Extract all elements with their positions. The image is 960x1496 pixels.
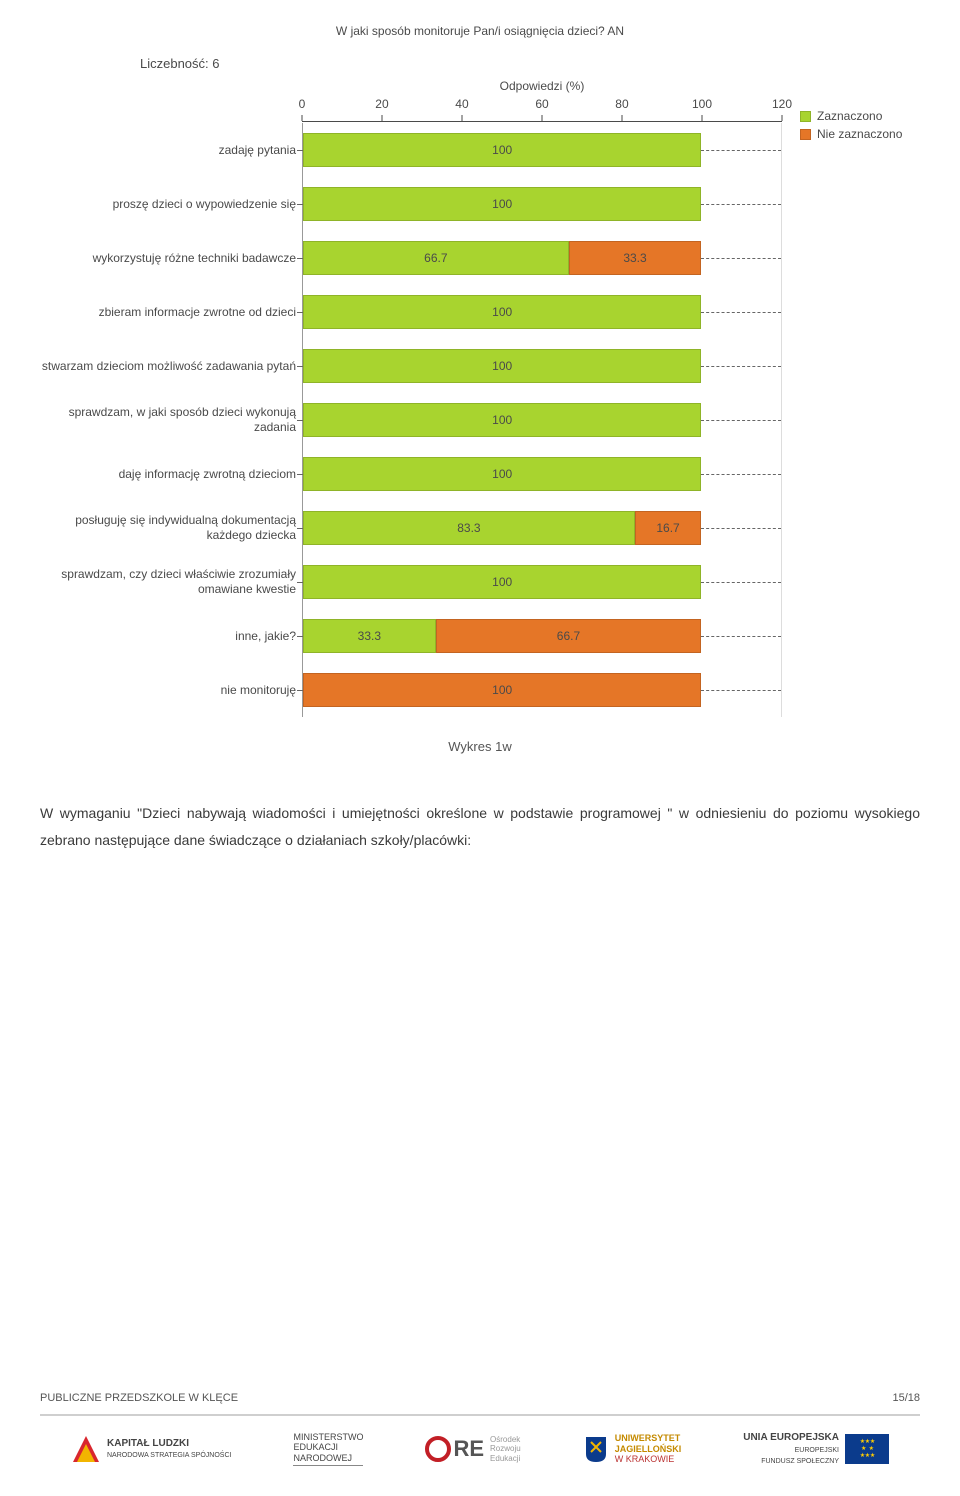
legend-swatch xyxy=(800,111,811,122)
logo-uj: UNIWERSYTETJAGIELLOŃSKIW KRAKOWIE xyxy=(583,1433,682,1464)
x-tick: 60 xyxy=(535,97,548,111)
category-label: sprawdzam, czy dzieci właściwie zrozumia… xyxy=(40,555,302,609)
legend-item: Zaznaczono xyxy=(800,109,940,123)
bar-segment: 100 xyxy=(303,187,701,221)
bar-segment: 100 xyxy=(303,673,701,707)
bar-segment: 100 xyxy=(303,295,701,329)
chart: zadaję pytaniaproszę dzieci o wypowiedze… xyxy=(40,79,920,717)
bar-row: 100 xyxy=(303,177,781,231)
category-label: wykorzystuję różne techniki badawcze xyxy=(40,231,302,285)
logo-men: MINISTERSTWOEDUKACJINARODOWEJ xyxy=(293,1432,363,1466)
category-label: stwarzam dzieciom możliwość zadawania py… xyxy=(40,339,302,393)
footer-page-number: 15/18 xyxy=(892,1392,920,1404)
bar-row: 100 xyxy=(303,285,781,339)
logo-kapital-ludzki: KAPITAŁ LUDZKINARODOWA STRATEGIA SPÓJNOŚ… xyxy=(71,1434,231,1464)
x-tick: 80 xyxy=(615,97,628,111)
bar-row: 100 xyxy=(303,447,781,501)
page-footer: PUBLICZNE PRZEDSZKOLE W KLĘCE 15/18 KAPI… xyxy=(40,1392,920,1496)
category-label: nie monitoruję xyxy=(40,663,302,717)
bar-segment: 100 xyxy=(303,403,701,437)
category-label: daję informację zwrotną dzieciom xyxy=(40,447,302,501)
bar-segment: 33.3 xyxy=(303,619,436,653)
category-labels: zadaję pytaniaproszę dzieci o wypowiedze… xyxy=(40,79,302,717)
legend: Zaznaczono Nie zaznaczono xyxy=(782,79,940,145)
bar-row: 100 xyxy=(303,339,781,393)
logo-ore: RE OśrodekRozwojuEdukacji xyxy=(425,1435,520,1463)
x-tick: 0 xyxy=(299,97,306,111)
x-tick: 40 xyxy=(455,97,468,111)
count-label: Liczebność: 6 xyxy=(140,56,920,71)
x-axis-ticks: 020406080100120 xyxy=(302,97,782,123)
bar-segment: 100 xyxy=(303,457,701,491)
plot: Odpowiedzi (%) 020406080100120 10010066.… xyxy=(302,79,782,717)
bar-row: 100 xyxy=(303,663,781,717)
bar-segment: 83.3 xyxy=(303,511,635,545)
category-label: inne, jakie? xyxy=(40,609,302,663)
bar-segment: 100 xyxy=(303,349,701,383)
bar-segment: 66.7 xyxy=(436,619,702,653)
bar-row: 100 xyxy=(303,393,781,447)
x-tick: 120 xyxy=(772,97,792,111)
body-paragraph: W wymaganiu "Dzieci nabywają wiadomości … xyxy=(40,800,920,853)
legend-label: Nie zaznaczono xyxy=(817,127,902,141)
bar-segment: 66.7 xyxy=(303,241,569,275)
x-axis-title: Odpowiedzi (%) xyxy=(302,79,782,93)
chart-caption: Wykres 1w xyxy=(40,739,920,754)
bar-segment: 100 xyxy=(303,565,701,599)
chart-title: W jaki sposób monitoruje Pan/i osiągnięc… xyxy=(40,24,920,38)
bar-row: 66.733.3 xyxy=(303,231,781,285)
legend-swatch xyxy=(800,129,811,140)
bar-segment: 16.7 xyxy=(635,511,702,545)
bar-row: 100 xyxy=(303,555,781,609)
x-tick: 100 xyxy=(692,97,712,111)
legend-label: Zaznaczono xyxy=(817,109,882,123)
bar-segment: 100 xyxy=(303,133,701,167)
footer-left: PUBLICZNE PRZEDSZKOLE W KLĘCE xyxy=(40,1392,238,1404)
category-label: proszę dzieci o wypowiedzenie się xyxy=(40,177,302,231)
category-label: zbieram informacje zwrotne od dzieci xyxy=(40,285,302,339)
category-label: sprawdzam, w jaki sposób dzieci wykonują… xyxy=(40,393,302,447)
legend-item: Nie zaznaczono xyxy=(800,127,940,141)
x-tick: 20 xyxy=(375,97,388,111)
bar-row: 100 xyxy=(303,123,781,177)
category-label: zadaję pytania xyxy=(40,123,302,177)
plot-area: 10010066.733.310010010010083.316.710033.… xyxy=(302,123,782,717)
bar-row: 83.316.7 xyxy=(303,501,781,555)
bar-segment: 33.3 xyxy=(569,241,702,275)
category-label: posługuję się indywidualną dokumentacją … xyxy=(40,501,302,555)
logo-eu: UNIA EUROPEJSKAEUROPEJSKIFUNDUSZ SPOŁECZ… xyxy=(743,1432,889,1466)
bar-row: 33.366.7 xyxy=(303,609,781,663)
